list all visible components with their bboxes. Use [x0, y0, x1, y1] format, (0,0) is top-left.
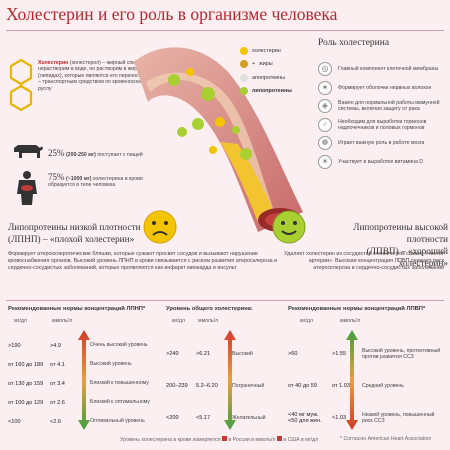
role-item: ◎ Главный компонент клеточной мембраны	[318, 60, 448, 79]
legend-swatch	[240, 87, 248, 96]
table-row: >240 >6.21 Высокий	[166, 350, 253, 357]
page-title: Холестерин и его роль в организме челове…	[6, 4, 338, 24]
hdl-description: Удаляет холестерин из сосудистой стенки …	[284, 251, 444, 271]
table-row: <100 <2.6 Оптимальный уровень	[8, 418, 145, 425]
total-col-mmol: ммоль/л	[198, 318, 219, 324]
legend-swatch	[240, 46, 248, 55]
role-panel: Роль холестерина ◎ Главный компонент клет…	[318, 38, 448, 171]
table-row: 200–239 5.2–6.20 Пограничный	[166, 382, 265, 389]
role-item: ❁ Играет важную роль в работе мозга	[318, 134, 448, 153]
human-body-icon	[17, 171, 37, 205]
section-divider	[6, 300, 444, 301]
legend-swatch	[240, 60, 248, 69]
hdl-heading: Липопротеины высокой плотности (ЛПВП) – …	[353, 223, 448, 269]
role-heading: Роль холестерина	[318, 38, 390, 48]
nerve-icon: ✶	[318, 80, 332, 95]
cholesterol-term: Холестерин	[38, 60, 69, 66]
russia-flag-icon	[222, 436, 227, 441]
total-arrow-icon	[224, 330, 236, 430]
hdl-arrow-icon	[346, 330, 358, 430]
hdl-col-mmol: ммоль/л	[340, 318, 361, 324]
ldl-heading: Липопротеины низкой плотности (ЛПНП) – «…	[8, 223, 141, 245]
table-row: от 40 до 59 от 1.03 Средний уровень	[288, 382, 404, 389]
cell-icon: ◎	[318, 62, 332, 77]
role-item: ◈ Важен для нормальной работы иммунной си…	[318, 97, 448, 116]
role-item: ♂ Необходим для выработки гормонов надпоч…	[318, 116, 448, 135]
liver-percent: 75	[48, 172, 57, 182]
cholesterol-molecule-icon	[9, 58, 33, 112]
legend-item: + жиры	[240, 58, 325, 72]
food-range: (200-250 мг)	[65, 152, 96, 158]
brain-icon: ❁	[318, 136, 332, 151]
ldl-description: Формирует атеросклеротические бляшки, ко…	[8, 251, 278, 271]
cow-icon	[14, 145, 43, 158]
footer-note: * Согласно American Heart Association	[340, 436, 432, 442]
food-text: поступает с пищей	[97, 152, 143, 158]
ldl-table: >190 >4.9 Очень высокий уровень от 160 до …	[8, 336, 158, 431]
happy-face-icon	[272, 210, 306, 244]
body-production: 75% (~1000 мг) холестерина в крови образ…	[48, 172, 143, 189]
liver-text: холестерина в крови образуется в теле че…	[48, 176, 143, 189]
ldl-col-mmol: ммоль/л	[52, 318, 73, 324]
food-intake: 25% (200-250 мг) поступает с пищей	[48, 148, 143, 158]
total-col-mg: мг/дл	[172, 318, 185, 324]
hormone-icon: ♂	[318, 117, 332, 132]
hdl-col-mg: мг/дл	[300, 318, 313, 324]
cholesterol-definition-text: (холестерол) – жирный спирт, нерастворим…	[38, 60, 157, 92]
hdl-table: >60 >1.55 Высокий уровень, протективный пр…	[288, 338, 448, 434]
vessel-legend: холестерин + жиры апопротеины липопротеин…	[240, 44, 325, 98]
title-divider	[6, 30, 444, 31]
total-table: >240 >6.21 Высокий 200–239 5.2–6.20 Погранич…	[166, 338, 286, 434]
table-row: от 100 до 129 от 2.6 Близкий к оптимальном…	[8, 399, 150, 406]
sad-face-icon	[143, 210, 177, 244]
table-row: от 160 до 189 от 4.1 Высокий уровень	[8, 361, 132, 368]
ldl-col-mg: мг/дл	[14, 318, 27, 324]
table-row: >190 >4.9 Очень высокий уровень	[8, 342, 148, 349]
footer-units: Уровень холестерина в крови измеряется в…	[120, 436, 319, 443]
role-item: ✶ Формирует оболочки нервных волокон	[318, 79, 448, 98]
total-table-title: Уровень общего холестерина:	[166, 306, 253, 312]
ldl-table-title: Рекомендованные нормы концентраций ЛПНП*	[8, 306, 146, 312]
table-row: от 130 до 159 от 3.4 Близкий к повышенному	[8, 380, 149, 387]
legend-item: липопротеины	[240, 85, 325, 99]
sun-icon: ☀	[318, 154, 332, 169]
food-percent: 25	[48, 148, 57, 158]
usa-flag-icon	[276, 436, 282, 441]
legend-item: холестерин	[240, 44, 325, 58]
cholesterol-definition: Холестерин (холестерол) – жирный спирт, …	[38, 60, 158, 92]
table-row: >60 >1.55 Высокий уровень, протективный пр…	[288, 347, 441, 360]
shield-icon: ◈	[318, 99, 332, 114]
legend-item: апопротеины	[240, 71, 325, 85]
liver-range: (~1000 мг)	[65, 176, 92, 182]
ldl-arrow-icon	[78, 330, 90, 430]
legend-swatch	[240, 73, 248, 82]
hdl-table-title: Рекомендованные нормы концентраций ЛПВП*	[288, 306, 426, 312]
role-item: ☀ Участвует в выработке витамина D	[318, 153, 448, 172]
table-row: <200 <5.17 Желательный	[166, 414, 266, 421]
table-row: <40 мг муж. <50 для жен. <1.03 Низкий уров…	[288, 411, 435, 424]
